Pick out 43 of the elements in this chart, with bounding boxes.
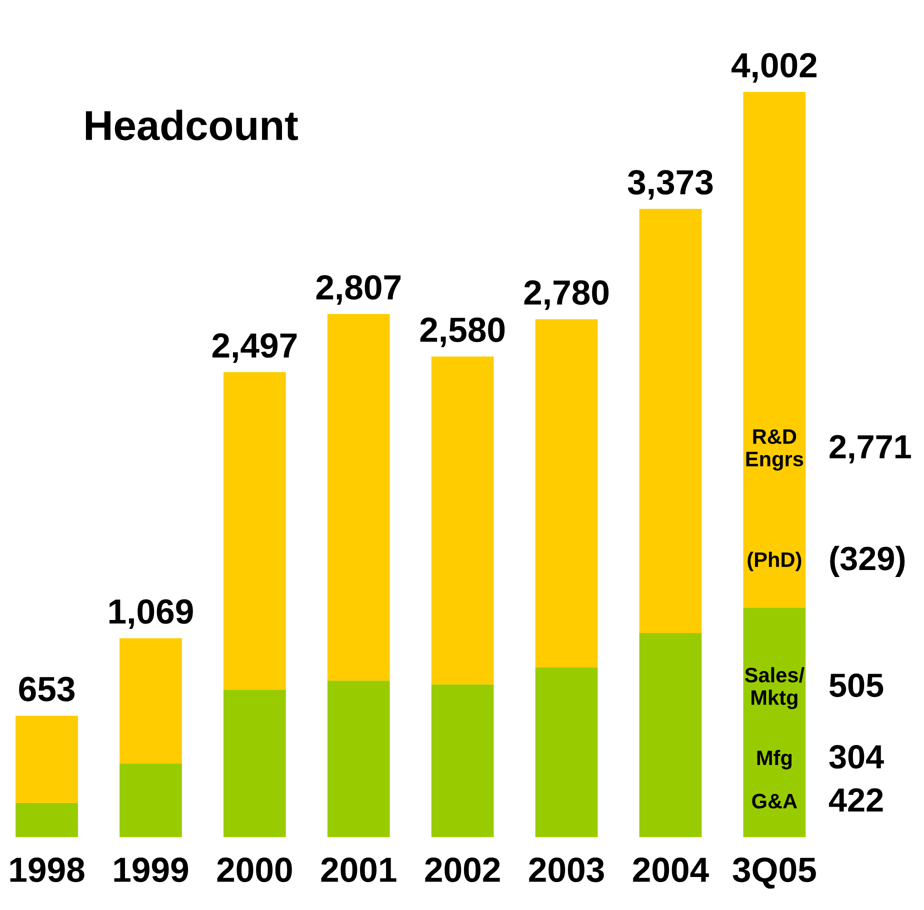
annotation: (PhD) bbox=[748, 552, 802, 572]
bar bbox=[16, 802, 78, 838]
text: (329) bbox=[830, 546, 905, 577]
bar bbox=[120, 763, 182, 838]
x-tick-label: 2004 bbox=[633, 858, 709, 882]
bar bbox=[223, 690, 286, 838]
bar bbox=[431, 684, 494, 838]
x-tick-label: 2002 bbox=[425, 858, 500, 882]
bar bbox=[327, 314, 390, 681]
text: 2,771 bbox=[830, 434, 911, 464]
bar bbox=[327, 680, 390, 838]
annotation: 2,497 bbox=[212, 333, 297, 363]
bar bbox=[639, 632, 702, 838]
annotation: 3,373 bbox=[628, 170, 713, 200]
chart-title: Headcount bbox=[86, 110, 298, 140]
annotation: G&A bbox=[752, 794, 798, 809]
annotation: Mfg bbox=[757, 750, 792, 770]
annotation: 2,807 bbox=[316, 275, 401, 305]
bar bbox=[535, 667, 598, 838]
annotation: 2,580 bbox=[420, 318, 505, 348]
x-tick-label: 2003 bbox=[529, 858, 604, 882]
x-tick-label: 1998 bbox=[10, 858, 84, 882]
x-tick-label: 1999 bbox=[114, 858, 188, 882]
bar bbox=[431, 356, 494, 684]
bar bbox=[743, 92, 806, 608]
annotation: Sales/ Mktg bbox=[744, 667, 804, 710]
annotation: 2,780 bbox=[524, 280, 609, 310]
bar bbox=[743, 608, 806, 838]
annotation: R&D Engrs bbox=[746, 429, 804, 471]
bar bbox=[535, 319, 598, 668]
text: 422 bbox=[828, 788, 883, 812]
text: 505 bbox=[830, 673, 884, 698]
x-tick-label: 2000 bbox=[217, 858, 292, 882]
bar bbox=[223, 372, 286, 690]
bar bbox=[120, 638, 182, 764]
x-tick-label: 3Q05 bbox=[732, 858, 816, 889]
annotation: 653 bbox=[19, 676, 74, 702]
text: 304 bbox=[829, 745, 884, 769]
bar bbox=[16, 716, 78, 803]
x-tick-label: 2001 bbox=[321, 858, 396, 882]
annotation: 4,002 bbox=[732, 52, 816, 83]
bar bbox=[639, 208, 702, 633]
annotation: 1,069 bbox=[109, 599, 193, 629]
